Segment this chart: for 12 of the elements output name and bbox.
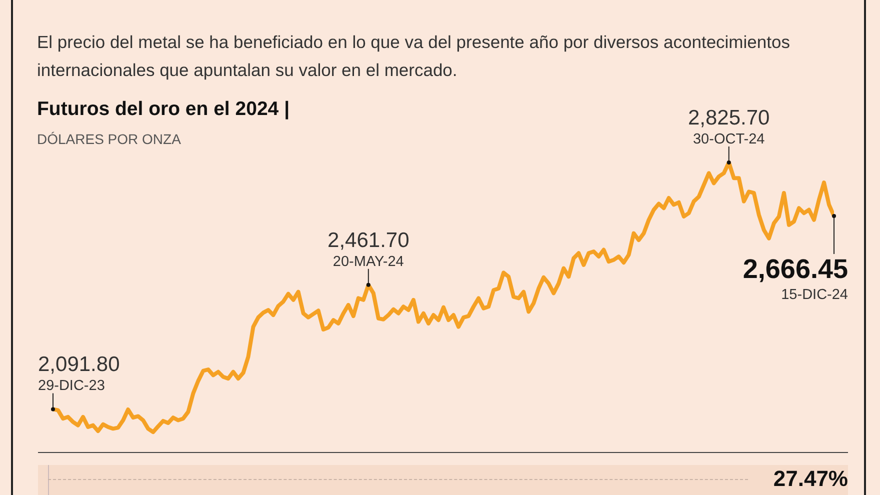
annotation: 29-DIC-23 — [38, 378, 105, 394]
data-label: 2,091.80 — [38, 353, 120, 376]
data-label: 2,461.70 — [328, 228, 410, 252]
y-axis-title: DÓLARES POR ONZA — [37, 131, 181, 147]
chart-subtitle: El precio del metal se ha beneficiado en lo que va del presente año por diversos acontecimientos internacionales que apuntalan su valor en el mercado. — [37, 31, 791, 82]
annotation: 15-DIC-24 — [781, 287, 848, 304]
text: 27.47% — [773, 466, 848, 492]
data-label: 2,825.70 — [688, 106, 770, 130]
data-label: 2,666.45 — [742, 254, 848, 284]
chart-title: Futuros del oro en el 2024 | — [37, 98, 290, 121]
text: 30-OCT-24 — [693, 131, 765, 148]
annotation: 20-MAY-24 — [332, 254, 404, 270]
